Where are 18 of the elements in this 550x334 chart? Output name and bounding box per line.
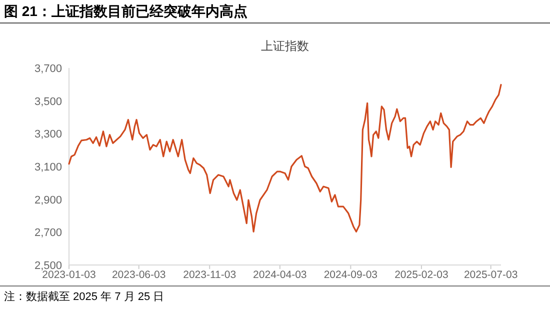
x-tick-label: 2025-07-03 <box>464 269 518 281</box>
x-tick-label: 2024-04-03 <box>253 269 307 281</box>
y-tick-label: 3,300 <box>34 128 62 141</box>
y-tick-label: 3,100 <box>34 162 62 174</box>
y-tick-label: 2,900 <box>34 194 62 206</box>
x-tick-label: 2024-09-03 <box>324 269 378 281</box>
y-tick-label: 2,700 <box>34 227 62 240</box>
y-tick-label: 2,500 <box>34 260 62 272</box>
x-tick-label: 2023-06-03 <box>112 269 166 281</box>
y-tick-label: 3,700 <box>34 63 62 75</box>
line-series <box>68 84 502 232</box>
x-tick-label: 2023-11-03 <box>183 269 236 281</box>
chart-title: 图 21：上证指数目前已经突破年内高点 <box>4 3 248 19</box>
y-tick-label: 3,500 <box>34 96 62 108</box>
chart-subtitle: 上证指数 <box>261 39 309 53</box>
x-tick-label: 2023-01-03 <box>42 269 96 281</box>
text: 注：数据截至 2025 年 7 月 25 日 <box>4 290 164 303</box>
x-tick-label: 2025-02-03 <box>394 269 448 281</box>
